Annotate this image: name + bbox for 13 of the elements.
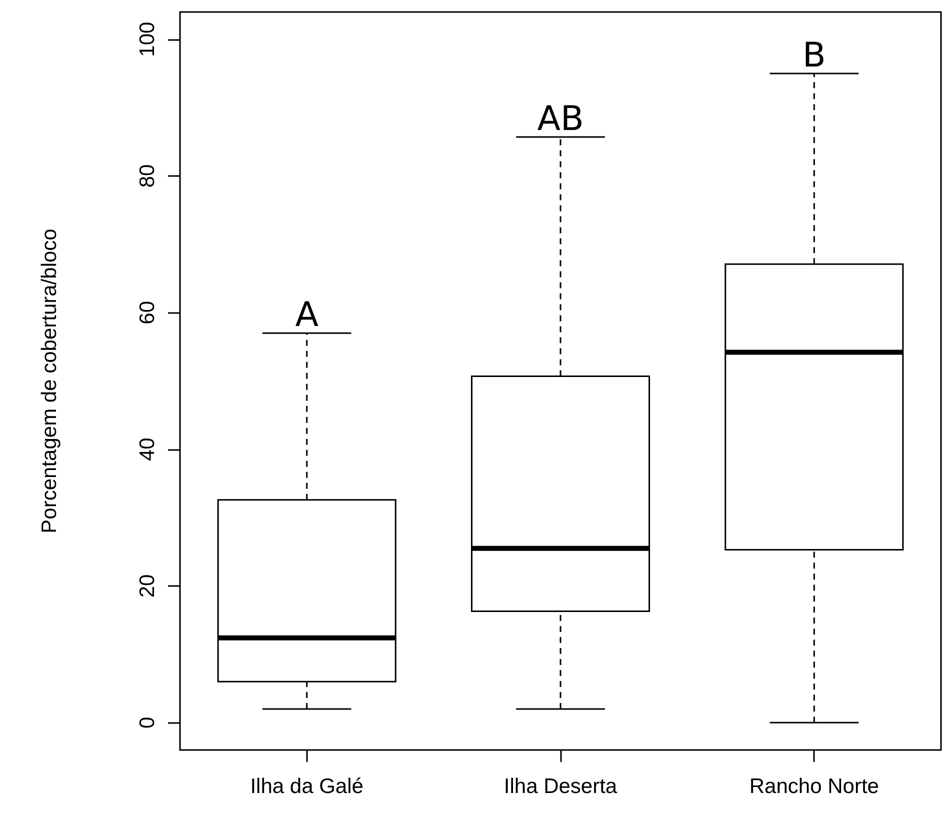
y-tick-label: 20 xyxy=(136,574,159,598)
y-tick-label: 80 xyxy=(136,164,159,188)
y-tick-label: 60 xyxy=(136,300,159,324)
x-tick-label: Ilha Deserta xyxy=(504,775,618,798)
y-tick-label: 100 xyxy=(136,22,159,57)
annotation: AB xyxy=(537,99,584,140)
x-tick-label: Rancho Norte xyxy=(749,775,879,798)
y-axis-title: Porcentagem de cobertura/bloco xyxy=(38,228,61,534)
x-tick-label: Ilha da Galé xyxy=(250,775,364,798)
annotation: A xyxy=(295,295,318,336)
y-tick-label: 40 xyxy=(136,438,159,462)
y-tick-label: 0 xyxy=(136,716,159,729)
annotation: B xyxy=(802,36,826,76)
